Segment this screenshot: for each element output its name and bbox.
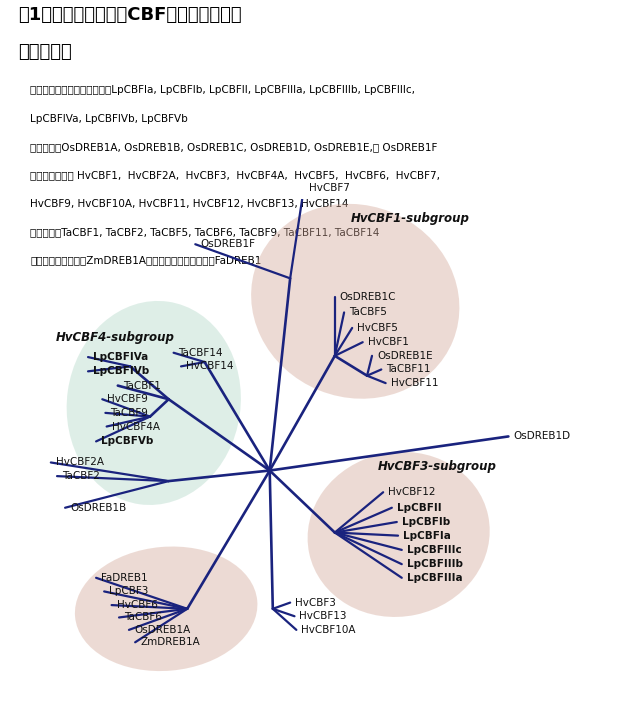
Text: OsDREB1D: OsDREB1D xyxy=(513,432,570,442)
Text: HvCBF1: HvCBF1 xyxy=(368,337,409,347)
Text: LpCBFIVa, LpCBFIVb, LpCBFVb: LpCBFIVa, LpCBFIVb, LpCBFVb xyxy=(30,114,188,124)
Text: HvCBF3: HvCBF3 xyxy=(295,598,336,608)
Text: TaCBF5: TaCBF5 xyxy=(349,307,387,317)
Text: TaCBF6: TaCBF6 xyxy=(124,612,162,622)
Text: LpCBF3: LpCBF3 xyxy=(109,587,149,597)
Text: HvCBF1-subgroup: HvCBF1-subgroup xyxy=(350,212,469,225)
Text: LpCBFIIIb: LpCBFIIIb xyxy=(407,559,463,570)
Text: トウモロコシ由来：ZmDREB1A　トールフェスク由来：FaDREB1: トウモロコシ由来：ZmDREB1A トールフェスク由来：FaDREB1 xyxy=(30,255,262,265)
Text: LpCBFVb: LpCBFVb xyxy=(101,437,153,447)
Text: OsDREB1F: OsDREB1F xyxy=(200,239,255,250)
Text: HvCBF10A: HvCBF10A xyxy=(301,625,356,635)
Text: HvCBF7: HvCBF7 xyxy=(309,183,350,193)
Text: HvCBF4-subgroup: HvCBF4-subgroup xyxy=(56,331,175,343)
Text: TaCBF9: TaCBF9 xyxy=(110,408,148,418)
Text: HvCBF9, HvCBF10A, HvCBF11, HvCBF12, HvCBF13, HvCBF14: HvCBF9, HvCBF10A, HvCBF11, HvCBF12, HvCB… xyxy=(30,199,349,209)
Ellipse shape xyxy=(251,204,459,399)
Text: OsDREB1E: OsDREB1E xyxy=(377,351,433,361)
Text: HvCBF4A: HvCBF4A xyxy=(112,422,159,432)
Text: コムギ由来TaCBF1, TaCBF2, TaCBF5, TaCBF6, TaCBF9, TaCBF11, TaCBF14: コムギ由来TaCBF1, TaCBF2, TaCBF5, TaCBF6, TaC… xyxy=(30,228,379,237)
Text: イネ由来：OsDREB1A, OsDREB1B, OsDREB1C, OsDREB1D, OsDREB1E,　 OsDREB1F: イネ由来：OsDREB1A, OsDREB1B, OsDREB1C, OsDRE… xyxy=(30,142,438,152)
Ellipse shape xyxy=(66,301,241,505)
Ellipse shape xyxy=(308,451,490,617)
Text: TaCBF2: TaCBF2 xyxy=(62,471,100,481)
Text: HvCBF13: HvCBF13 xyxy=(299,611,347,621)
Text: OsDREB1C: OsDREB1C xyxy=(340,292,396,302)
Text: ペレニアルライグラス由来：LpCBFIa, LpCBFIb, LpCBFII, LpCBFIIIa, LpCBFIIIb, LpCBFIIIc,: ペレニアルライグラス由来：LpCBFIa, LpCBFIb, LpCBFII, … xyxy=(30,85,415,95)
Text: LpCBFII: LpCBFII xyxy=(397,503,441,513)
Text: HvCBF11: HvCBF11 xyxy=(391,378,438,388)
Text: LpCBFIVa: LpCBFIVa xyxy=(93,352,148,362)
Text: HvCBF12: HvCBF12 xyxy=(388,487,436,497)
Text: 分子系統樹: 分子系統樹 xyxy=(19,43,72,60)
Text: HvCBF3-subgroup: HvCBF3-subgroup xyxy=(378,460,497,473)
Text: LpCBFIIIc: LpCBFIIIc xyxy=(407,545,461,555)
Text: HvCBF14: HvCBF14 xyxy=(186,361,234,371)
Text: ZmDREB1A: ZmDREB1A xyxy=(140,637,200,647)
Text: HvCBF2A: HvCBF2A xyxy=(56,457,104,467)
Text: オオムギ由来： HvCBF1,  HvCBF2A,  HvCBF3,  HvCBF4A,  HvCBF5,  HvCBF6,  HvCBF7,: オオムギ由来： HvCBF1, HvCBF2A, HvCBF3, HvCBF4A… xyxy=(30,171,440,181)
Text: TaCBF1: TaCBF1 xyxy=(123,380,161,390)
Text: HvCBF6: HvCBF6 xyxy=(117,600,157,610)
Text: LpCBFIVb: LpCBFIVb xyxy=(93,366,149,376)
Text: LpCBFIb: LpCBFIb xyxy=(402,517,450,527)
Ellipse shape xyxy=(75,547,257,671)
Text: LpCBFIa: LpCBFIa xyxy=(403,530,451,540)
Text: OsDREB1A: OsDREB1A xyxy=(134,625,190,635)
Text: HvCBF5: HvCBF5 xyxy=(357,323,398,333)
Text: TaCBF11: TaCBF11 xyxy=(386,365,431,375)
Text: 図1　イネ科作物由来CBFアミノ酸配列の: 図1 イネ科作物由来CBFアミノ酸配列の xyxy=(19,6,242,24)
Text: OsDREB1B: OsDREB1B xyxy=(70,503,126,513)
Text: HvCBF9: HvCBF9 xyxy=(107,394,148,405)
Text: LpCBFIIIa: LpCBFIIIa xyxy=(407,573,463,583)
Text: FaDREB1: FaDREB1 xyxy=(101,573,148,583)
Text: TaCBF14: TaCBF14 xyxy=(179,348,223,358)
